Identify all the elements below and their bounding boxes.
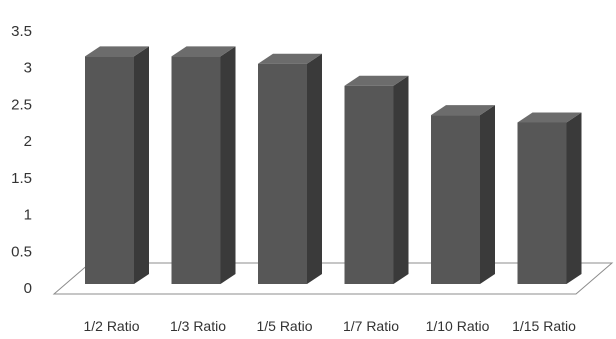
bar-front-face	[344, 85, 394, 284]
bar-top-face	[431, 105, 495, 116]
y-axis-ticks: 0 0.5 1 1.5 2 2.5 3 3.5	[11, 23, 32, 297]
x-category-label: 1/3 Ratio	[170, 318, 226, 334]
bar-front-face	[85, 56, 134, 284]
bar	[517, 112, 582, 284]
x-category-label: 1/7 Ratio	[343, 318, 399, 334]
y-tick-label: 2.5	[11, 96, 32, 113]
bar-side-face	[393, 75, 409, 284]
bar-top-face	[171, 46, 236, 57]
bar-side-face	[134, 46, 149, 284]
x-axis-labels: 1/2 Ratio 1/3 Ratio 1/5 Ratio 1/7 Ratio 1/10…	[83, 318, 576, 334]
bar-side-face	[220, 46, 236, 284]
bar	[258, 53, 322, 284]
bar-top-face	[258, 53, 322, 64]
x-category-label: 1/10 Ratio	[426, 318, 490, 334]
y-tick-label: 1.5	[11, 170, 32, 187]
bar-top-face	[344, 75, 409, 86]
x-category-label: 1/5 Ratio	[256, 318, 312, 334]
bar-side-face	[480, 105, 495, 284]
x-category-label: 1/2 Ratio	[83, 318, 139, 334]
bar-series	[85, 46, 582, 284]
y-tick-label: 3	[24, 60, 32, 77]
bar	[431, 105, 495, 284]
y-tick-label: 0	[24, 280, 32, 297]
bar-top-face	[517, 112, 582, 123]
bar-side-face	[566, 112, 582, 284]
bar-front-face	[517, 122, 567, 284]
bar	[171, 46, 236, 284]
bar-front-face	[171, 56, 221, 284]
y-tick-label: 1	[24, 207, 32, 224]
bar-front-face	[431, 115, 480, 284]
y-tick-label: 0.5	[11, 243, 32, 260]
bar	[344, 75, 409, 284]
bar	[85, 46, 149, 284]
y-tick-label: 2	[24, 133, 32, 150]
bar-top-face	[85, 46, 149, 57]
bar-front-face	[258, 63, 307, 284]
x-category-label: 1/15 Ratio	[512, 318, 576, 334]
y-tick-label: 3.5	[11, 23, 32, 40]
bar-side-face	[307, 53, 322, 284]
